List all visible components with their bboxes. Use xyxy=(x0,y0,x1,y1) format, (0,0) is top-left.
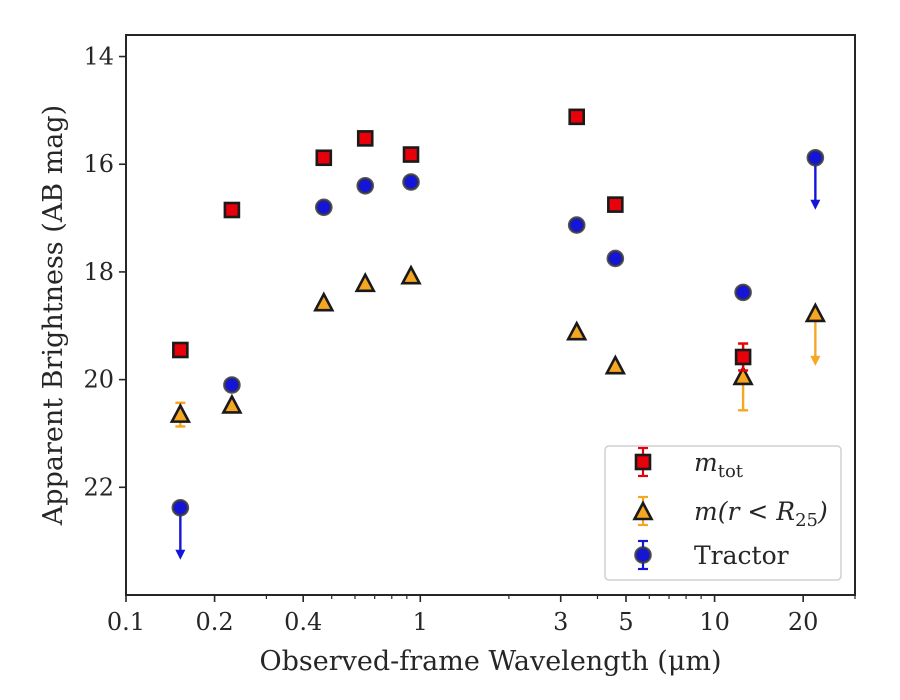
x-tick-label: 0.2 xyxy=(196,608,234,636)
x-tick-label: 0.1 xyxy=(107,608,145,636)
data-point xyxy=(732,365,754,386)
x-axis-label: Observed-frame Wavelength (μm) xyxy=(259,646,721,677)
legend-frame xyxy=(604,445,842,581)
data-point xyxy=(400,264,422,285)
data-point xyxy=(223,201,241,219)
x-tick-label: 10 xyxy=(699,608,730,636)
data-point xyxy=(734,348,752,366)
x-tick-label: 5 xyxy=(618,608,633,636)
upper-limit-arrow-head xyxy=(810,355,821,366)
data-point xyxy=(221,393,243,414)
data-point xyxy=(568,108,586,126)
legend-label: Tractor xyxy=(694,541,789,570)
data-point xyxy=(402,146,420,163)
legend-marker xyxy=(632,500,654,521)
y-tick-label: 18 xyxy=(83,258,114,286)
y-axis-ticks: 14 16 18 20 22 xyxy=(83,43,126,501)
data-point xyxy=(354,271,376,293)
plot-marks xyxy=(169,108,827,560)
x-axis-ticks: 0.1 0.2 0.4 1 3 5 10 20 xyxy=(107,595,856,636)
legend-label: m(r < R25) xyxy=(694,497,828,531)
legend-marker xyxy=(634,453,652,471)
x-tick-label: 0.4 xyxy=(284,608,322,636)
upper-limit-arrow-head xyxy=(175,549,186,560)
x-tick-label: 3 xyxy=(553,608,568,636)
y-tick-label: 22 xyxy=(83,473,114,501)
legend-entry: m(r < R25) xyxy=(632,495,828,531)
upper-limit-arrow-head xyxy=(810,199,821,210)
y-tick-label: 20 xyxy=(83,366,114,394)
data-point xyxy=(607,196,624,213)
data-point xyxy=(804,302,827,323)
y-tick-label: 14 xyxy=(83,43,114,71)
y-tick-label: 16 xyxy=(83,150,114,178)
legend-entry: mtot xyxy=(634,446,744,482)
legend-entry: Tractor xyxy=(634,539,789,571)
data-point xyxy=(169,402,192,423)
plot-frame xyxy=(125,34,856,596)
data-point xyxy=(172,341,189,359)
legend-marker xyxy=(634,546,652,564)
data-point xyxy=(315,149,333,167)
series-mtot xyxy=(172,108,752,372)
x-tick-label: 1 xyxy=(413,608,428,636)
x-tick-label: 20 xyxy=(788,608,819,636)
data-point xyxy=(604,354,627,375)
legend: mtot m(r < R25) Tractor xyxy=(604,445,842,581)
series-tractor xyxy=(171,148,825,560)
y-axis-label: Apparent Brightness (AB mag) xyxy=(38,105,69,526)
data-point xyxy=(566,320,588,341)
legend-label: mtot xyxy=(694,448,744,482)
data-point xyxy=(313,291,335,312)
data-point xyxy=(356,130,374,147)
series-m-r-lt-r25 xyxy=(169,264,827,428)
